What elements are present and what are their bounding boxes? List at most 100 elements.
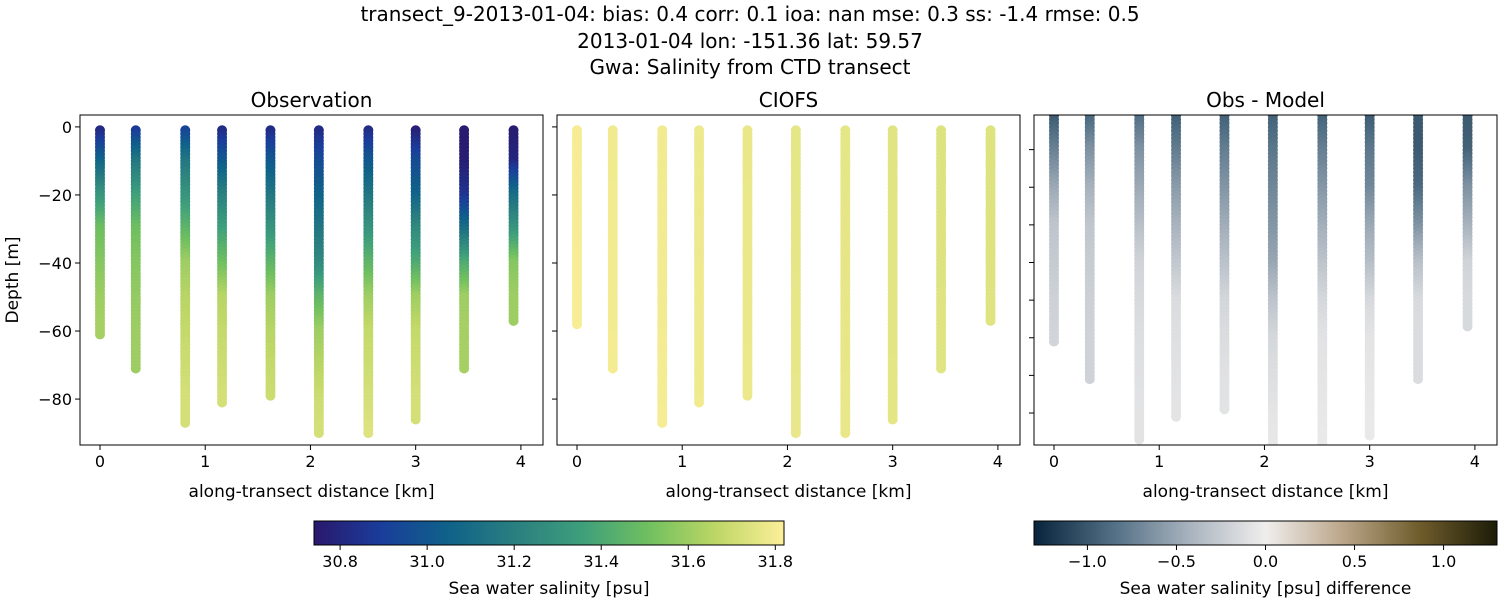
station-cast-10 — [985, 125, 996, 326]
station-cast-9 — [1413, 115, 1424, 385]
x-tick-label: 3 — [1365, 452, 1375, 471]
data-points — [571, 125, 996, 439]
data-point — [1171, 411, 1182, 422]
station-cast-8 — [887, 125, 898, 425]
station-cast-5 — [742, 125, 753, 401]
colorbar-label: Sea water salinity [psu] — [449, 579, 650, 599]
data-point — [1268, 441, 1278, 445]
colorbar-1: 30.8 31.0 31.2 31.4 31.6 31.8 Sea water salini… — [313, 520, 793, 599]
colorbar-tick-label: 31.8 — [757, 552, 793, 571]
data-point — [840, 428, 851, 439]
x-tick-label: 2 — [305, 452, 315, 471]
panel-3: Obs - Model along-transect distance [km] 0… — [1029, 88, 1498, 502]
colorbar-tick-label: 31.4 — [583, 552, 619, 571]
x-tick-label: 2 — [782, 452, 792, 471]
station-cast-10 — [508, 125, 519, 326]
figure-title-line-1: transect_9-2013-01-04: bias: 0.4 corr: 0… — [360, 2, 1140, 26]
panel-1: Observation along-transect distance [km] D… — [3, 88, 544, 502]
data-point — [508, 315, 519, 326]
data-point — [607, 363, 618, 374]
data-point — [1317, 441, 1327, 445]
data-point — [363, 428, 374, 439]
station-cast-6 — [790, 125, 801, 439]
data-point — [94, 329, 105, 340]
x-axis-label: along-transect distance [km] — [1143, 482, 1389, 502]
data-point — [217, 397, 228, 408]
x-tick-label: 1 — [1154, 452, 1164, 471]
data-point — [985, 315, 996, 326]
colorbar-tick-label: 31.2 — [496, 552, 532, 571]
station-cast-5 — [1219, 115, 1230, 415]
panel-title: Obs - Model — [1206, 88, 1325, 112]
axes-frame — [1033, 114, 1498, 446]
station-cast-2 — [1084, 115, 1095, 385]
x-axis-label: along-transect distance [km] — [666, 482, 912, 502]
data-point — [1048, 336, 1059, 347]
data-point — [1317, 446, 1327, 456]
colorbar-tick-label: −0.5 — [1157, 552, 1196, 571]
data-point — [936, 363, 947, 374]
y-tick-label: 0 — [62, 118, 72, 137]
x-tick-label: 0 — [95, 452, 105, 471]
x-tick-label: 3 — [888, 452, 898, 471]
data-point — [571, 319, 582, 330]
station-cast-6 — [313, 125, 324, 439]
station-cast-9 — [936, 125, 947, 374]
y-tick-label: −60 — [38, 322, 72, 341]
data-point — [887, 414, 898, 425]
panel-title: Observation — [251, 88, 373, 112]
data-point — [1364, 430, 1375, 441]
colorbar-tick-label: 31.0 — [409, 552, 445, 571]
station-cast-7 — [1317, 115, 1328, 456]
x-tick-label: 0 — [572, 452, 582, 471]
x-tick-label: 1 — [200, 452, 210, 471]
data-point — [1462, 321, 1473, 332]
x-tick-label: 0 — [1049, 452, 1059, 471]
colorbar-label: Sea water salinity [psu] difference — [1120, 579, 1412, 599]
station-cast-3 — [1134, 115, 1145, 445]
station-cast-10 — [1462, 115, 1473, 332]
station-cast-4 — [694, 125, 705, 408]
station-cast-1 — [94, 125, 105, 340]
station-cast-4 — [217, 125, 228, 408]
station-cast-2 — [607, 125, 618, 374]
station-cast-6 — [1267, 115, 1278, 445]
x-tick-label: 4 — [993, 452, 1003, 471]
axes-frame — [79, 114, 544, 446]
station-cast-1 — [1048, 115, 1059, 347]
data-point — [790, 428, 801, 439]
x-tick-label: 3 — [411, 452, 421, 471]
data-point — [1134, 434, 1145, 445]
data-points — [94, 125, 519, 439]
colorbar-tick-label: 1.0 — [1431, 552, 1456, 571]
x-tick-label: 1 — [677, 452, 687, 471]
y-tick-label: −80 — [38, 390, 72, 409]
data-point — [265, 390, 276, 401]
data-point — [410, 414, 421, 425]
data-point — [459, 363, 470, 374]
station-cast-3 — [180, 125, 191, 428]
colorbar-tick-label: 0.0 — [1253, 552, 1278, 571]
station-cast-5 — [265, 125, 276, 401]
station-cast-7 — [363, 125, 374, 439]
colorbar-2: −1.0 −0.5 0.0 0.5 1.0 Sea water salinity [psu… — [1033, 520, 1498, 599]
y-axis-label: Depth [m] — [3, 236, 23, 323]
data-point — [313, 428, 324, 439]
colorbar-tick-label: 30.8 — [322, 552, 358, 571]
x-tick-label: 4 — [516, 452, 526, 471]
axes-frame — [556, 114, 1021, 446]
data-points — [1048, 115, 1473, 456]
colorbar-bar — [313, 520, 785, 546]
y-tick-label: −20 — [38, 186, 72, 205]
colorbar-tick-label: −1.0 — [1068, 552, 1107, 571]
station-cast-1 — [571, 125, 582, 330]
data-point — [1219, 404, 1230, 415]
data-point — [180, 417, 191, 428]
x-axis-label: along-transect distance [km] — [189, 482, 435, 502]
panel-title: CIOFS — [759, 88, 818, 112]
figure-title-line-3: Gwa: Salinity from CTD transect — [589, 55, 911, 79]
panel-2: CIOFS along-transect distance [km] 0 1 2 3 4 — [552, 88, 1021, 502]
data-point — [694, 397, 705, 408]
y-tick-label: −40 — [38, 254, 72, 273]
